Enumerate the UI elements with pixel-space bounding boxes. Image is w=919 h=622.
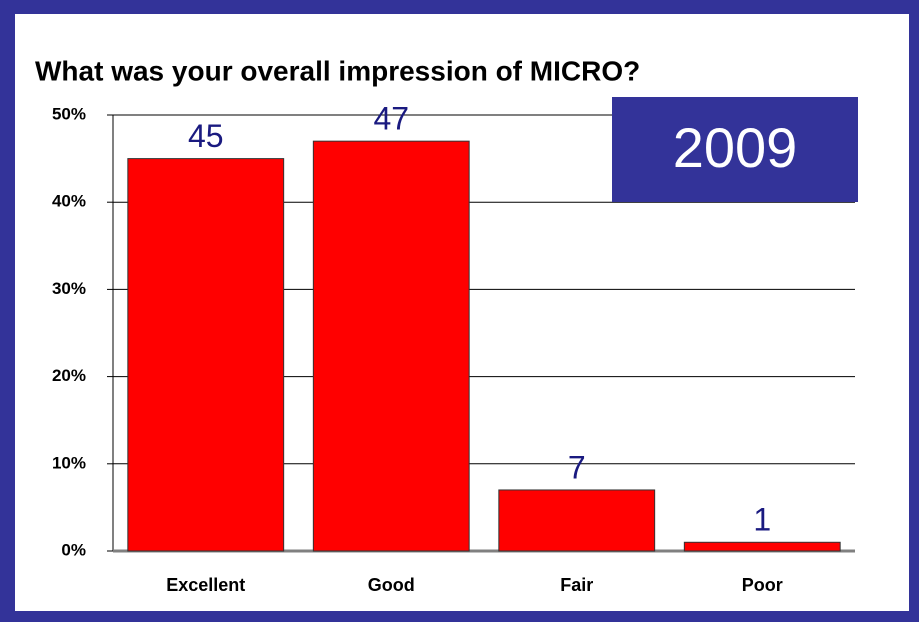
bar [127,158,285,552]
y-tick-label: 30% [52,279,86,298]
y-tick-label: 0% [61,540,86,559]
chart-title: What was your overall impression of MICR… [35,55,640,86]
y-tick-label: 50% [52,104,86,123]
x-tick-label: Excellent [166,575,245,595]
value-label: 1 [753,502,771,538]
value-label: 7 [568,449,586,485]
bar [498,489,656,552]
x-tick-label: Fair [560,575,593,595]
x-tick-label: Poor [742,575,783,595]
y-tick-label: 20% [52,366,86,385]
bar [683,541,841,552]
annotation-box [612,97,858,202]
value-label: 45 [188,118,224,154]
bar [312,140,470,552]
x-tick-label: Good [368,575,415,595]
value-label: 47 [373,101,409,137]
y-tick-label: 40% [52,192,86,211]
annotation: 2009 [673,116,798,179]
y-tick-label: 10% [52,453,86,472]
